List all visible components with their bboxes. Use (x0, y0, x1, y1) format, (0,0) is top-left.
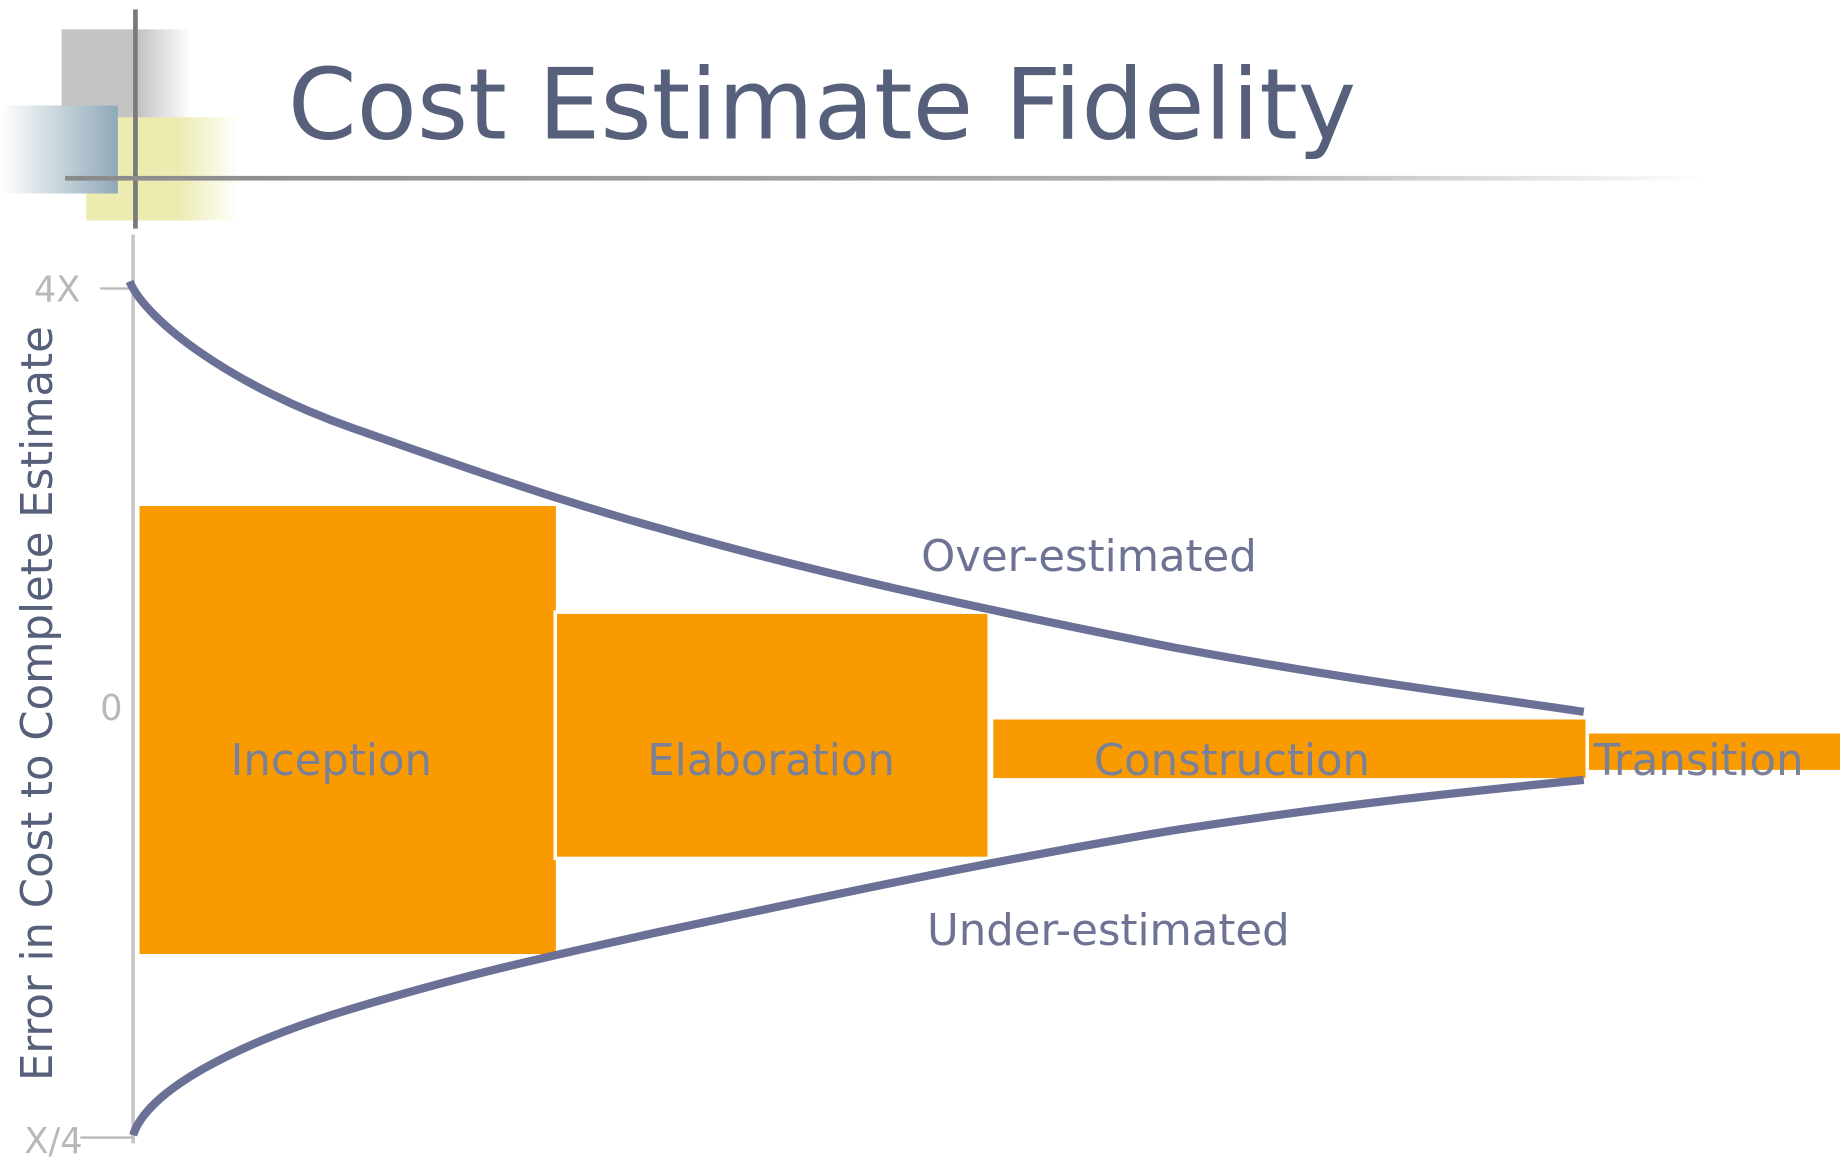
phase-label: Transition (1593, 736, 1804, 786)
phase-label: Construction (1094, 736, 1370, 786)
title: Cost Estimate Fidelity (288, 48, 1356, 162)
upper-curve (125, 279, 1585, 716)
horizontal-rule (65, 175, 1707, 181)
y-tick-label: 0 (100, 688, 122, 729)
y-axis-label: Error in Cost to Complete Estimate (13, 326, 63, 1081)
region-label: Under-estimated (927, 906, 1290, 956)
phase-boxes (136, 502, 1840, 958)
decoration (0, 9, 1707, 229)
lower-curve (129, 775, 1585, 1137)
phase-box (1585, 730, 1840, 774)
phase-label: Inception (231, 736, 432, 786)
region-label: Over-estimated (921, 532, 1257, 582)
y-tick-label: X/4 (24, 1121, 82, 1161)
phase-box (553, 610, 991, 861)
phase-label: Elaboration (647, 736, 895, 786)
phase-box (989, 715, 1590, 782)
y-tick-label: 4X (34, 269, 80, 310)
phase-box (136, 502, 560, 958)
